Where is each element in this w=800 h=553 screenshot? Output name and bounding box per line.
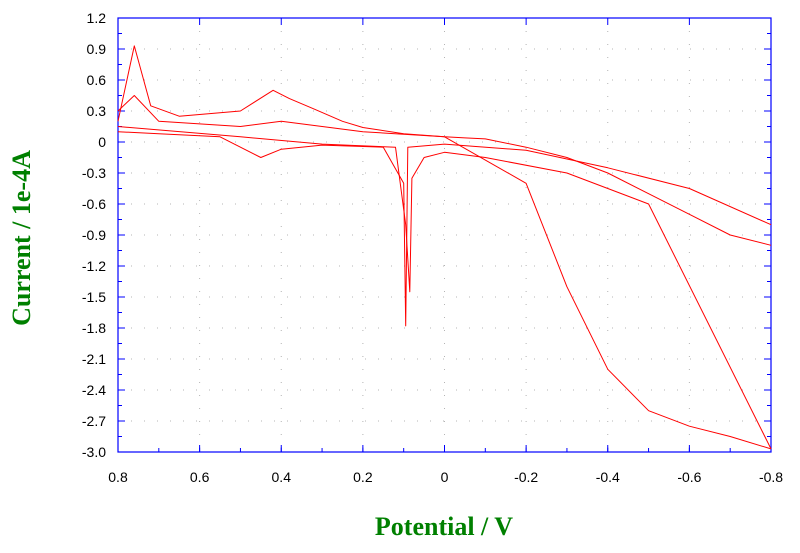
x-tick-label: -0.4 (596, 469, 620, 485)
y-tick-label: -3.0 (82, 444, 106, 460)
y-tick-labels: 1.2 0.9 0.6 0.3 0 -0.3 -0.6 -0.9 -1.2 -1.5 -1.8 -2.… (82, 10, 106, 460)
x-tick-labels: 0.8 0.6 0.4 0.2 0 -0.2 -0.4 -0.6 -0.8 (108, 469, 783, 485)
y-tick-label: -0.3 (82, 165, 106, 181)
series-group (117, 45, 772, 450)
y-tick-label: 0.9 (87, 41, 107, 57)
x-tick-label: -0.6 (677, 469, 701, 485)
x-tick-label: 0.6 (190, 469, 210, 485)
y-tick-label: -1.5 (82, 289, 106, 305)
axis-ticks (117, 17, 772, 453)
y-tick-label: 0.3 (87, 103, 107, 119)
x-tick-label: 0.2 (353, 469, 373, 485)
x-tick-label: 0 (441, 469, 449, 485)
y-axis-label: Current / 1e-4A (7, 150, 36, 326)
y-tick-label: -1.2 (82, 258, 106, 274)
y-tick-label: -2.4 (82, 382, 106, 398)
x-tick-label: 0.4 (272, 469, 292, 485)
y-tick-label: 1.2 (87, 10, 107, 26)
series-2-line (117, 131, 772, 327)
y-tick-label: 0.6 (87, 72, 107, 88)
y-tick-label: 0 (98, 134, 106, 150)
y-tick-label: -1.8 (82, 320, 106, 336)
x-tick-label: 0.8 (108, 469, 128, 485)
y-tick-label: -0.9 (82, 227, 106, 243)
series-3-line (117, 95, 772, 450)
series-4-line (117, 126, 772, 450)
y-tick-label: -2.1 (82, 351, 106, 367)
series-1-line (117, 45, 772, 246)
y-tick-label: -0.6 (82, 196, 106, 212)
x-axis-label: Potential / V (375, 512, 513, 541)
y-tick-label: -2.7 (82, 413, 106, 429)
grid-dots (118, 18, 771, 452)
x-tick-label: -0.8 (759, 469, 783, 485)
x-tick-label: -0.2 (514, 469, 538, 485)
